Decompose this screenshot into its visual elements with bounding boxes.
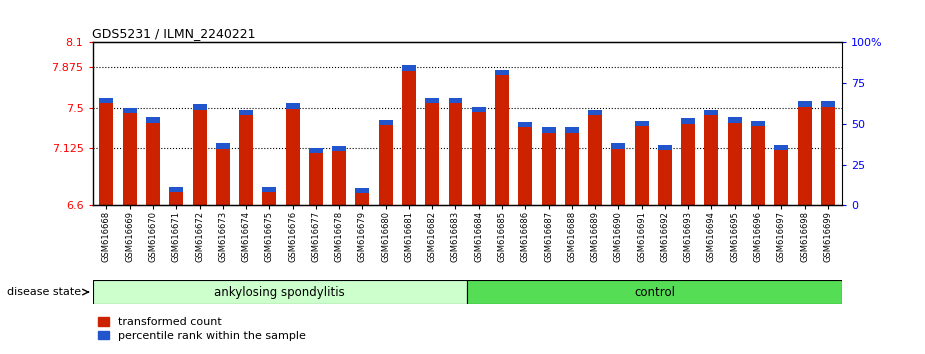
Bar [449, 103, 462, 205]
Bar [169, 192, 183, 205]
Bar [92, 280, 467, 304]
Bar [286, 109, 300, 205]
Bar [797, 101, 811, 107]
Bar [286, 103, 300, 109]
Bar [309, 153, 323, 205]
Text: disease state: disease state [6, 287, 80, 297]
Bar [263, 187, 277, 192]
Bar [449, 98, 462, 103]
Bar [588, 110, 602, 115]
Bar [565, 127, 579, 133]
Bar [588, 115, 602, 205]
Bar [263, 192, 277, 205]
Bar [146, 118, 160, 123]
Bar [774, 144, 788, 150]
Bar [751, 121, 765, 126]
Bar [611, 143, 625, 149]
Bar [402, 65, 416, 71]
Bar [467, 280, 842, 304]
Bar [820, 101, 834, 107]
Bar [518, 127, 532, 205]
Text: GDS5231 / ILMN_2240221: GDS5231 / ILMN_2240221 [92, 27, 256, 40]
Bar [332, 145, 346, 151]
Bar [355, 188, 369, 193]
Bar [332, 151, 346, 205]
Bar [472, 112, 486, 205]
Bar [565, 133, 579, 205]
Bar [681, 124, 696, 205]
Bar [751, 126, 765, 205]
Bar [611, 149, 625, 205]
Bar [402, 71, 416, 205]
Bar [774, 150, 788, 205]
Bar [146, 123, 160, 205]
Bar [681, 119, 696, 124]
Bar [797, 107, 811, 205]
Bar [705, 110, 719, 115]
Bar [495, 75, 509, 205]
Bar [495, 70, 509, 75]
Bar [239, 110, 253, 115]
Text: ankylosing spondylitis: ankylosing spondylitis [215, 286, 345, 298]
Bar [658, 150, 672, 205]
Bar [100, 98, 114, 103]
Bar [123, 113, 137, 205]
Bar [378, 120, 393, 125]
Bar [658, 144, 672, 150]
Bar [309, 148, 323, 153]
Bar [820, 107, 834, 205]
Text: control: control [634, 286, 675, 298]
Bar [426, 98, 439, 103]
Bar [541, 127, 556, 133]
Bar [541, 133, 556, 205]
Bar [123, 108, 137, 113]
Bar [635, 121, 648, 126]
Bar [472, 107, 486, 112]
Bar [355, 193, 369, 205]
Bar [705, 115, 719, 205]
Bar [100, 103, 114, 205]
Bar [216, 143, 229, 149]
Bar [192, 104, 206, 110]
Bar [169, 187, 183, 192]
Bar [239, 115, 253, 205]
Bar [192, 110, 206, 205]
Bar [518, 122, 532, 127]
Bar [216, 149, 229, 205]
Bar [728, 123, 742, 205]
Bar [378, 125, 393, 205]
Legend: transformed count, percentile rank within the sample: transformed count, percentile rank withi… [98, 317, 306, 341]
Bar [635, 126, 648, 205]
Bar [426, 103, 439, 205]
Bar [728, 118, 742, 123]
